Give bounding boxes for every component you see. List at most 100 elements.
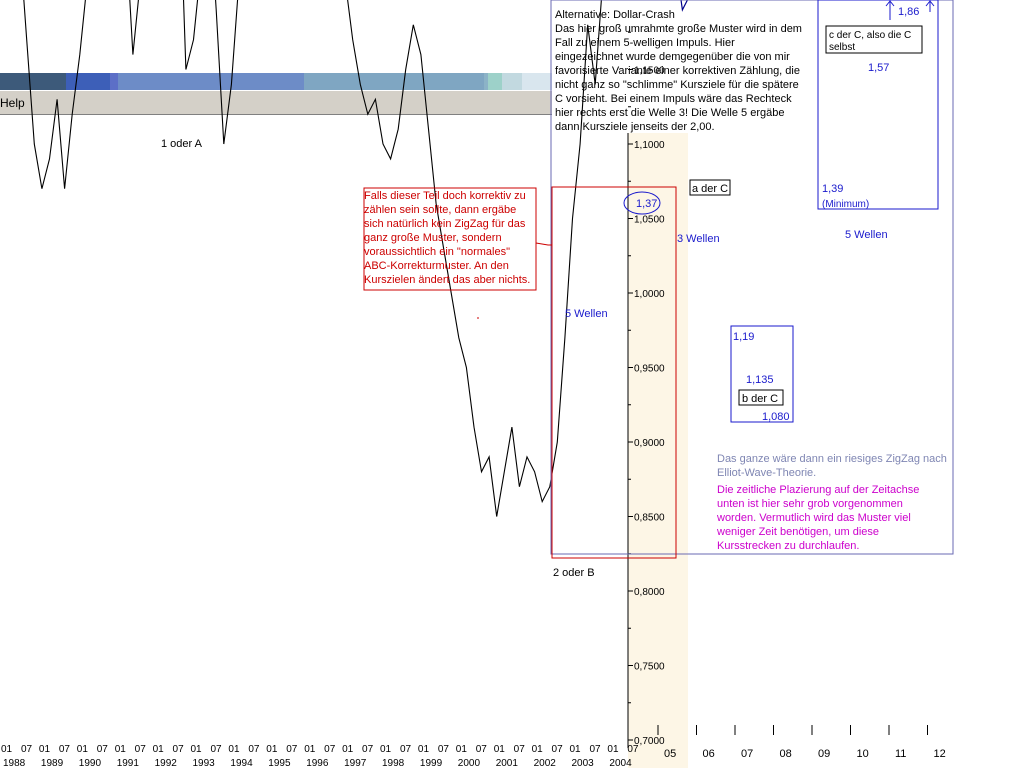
x-axis-year-label: 2004 <box>609 758 632 768</box>
x-axis-month-label: 07 <box>59 744 71 755</box>
x-axis-month-label: 01 <box>115 744 127 755</box>
title-bar-segment <box>0 73 66 90</box>
title-bar-segment <box>110 73 118 90</box>
note-zigzag: Das ganze wäre dann ein riesiges ZigZag … <box>717 453 947 479</box>
x-axis-year-label: 1990 <box>79 758 102 768</box>
x-axis-year-label: 1993 <box>193 758 216 768</box>
y-axis-tick-label: 0,8000 <box>634 587 665 598</box>
x-axis-month-label: 07 <box>210 744 222 755</box>
x-axis-year-label: 2000 <box>458 758 481 768</box>
x-axis-month-label: 01 <box>532 744 544 755</box>
red-wave-box <box>551 186 677 559</box>
x-axis-month-label: 07 <box>135 744 147 755</box>
x-axis-year-label: 1998 <box>382 758 405 768</box>
note-corrective-alternative: Falls dieser Teil doch korrektiv zu zähl… <box>364 190 531 286</box>
y-axis-tick-label: 0,9500 <box>634 364 665 375</box>
note-dollar-crash-body: Das hier groß umrahmte große Muster wird… <box>555 23 802 133</box>
value-186-label: 1,86 <box>898 6 919 18</box>
x-axis-month-label: 01 <box>266 744 278 755</box>
trough-label: 2 oder B <box>553 567 595 579</box>
x-axis-month-label: 07 <box>97 744 109 755</box>
x-axis-month-label: 07 <box>286 744 298 755</box>
up-arrow-head <box>925 0 935 7</box>
x-axis-month-label: 07 <box>173 744 185 755</box>
x-axis-month-label: 01 <box>456 744 468 755</box>
forecast-x-label: 08 <box>780 748 792 760</box>
value-157-label: 1,57 <box>868 62 889 74</box>
x-axis-month-label: 01 <box>77 744 89 755</box>
x-axis-month-label: 07 <box>248 744 260 755</box>
x-axis-month-label: 07 <box>514 744 526 755</box>
forecast-x-label: 11 <box>895 748 906 760</box>
price-line <box>23 0 602 517</box>
note-time-placement: Die zeitliche Plazierung auf der Zeitach… <box>717 484 920 552</box>
value-1080-label: 1,080 <box>762 411 790 423</box>
a-der-c-label: a der C <box>692 183 728 195</box>
x-axis-year-label: 1989 <box>41 758 64 768</box>
c-der-c-box <box>817 0 939 210</box>
value-139-label: 1,39 <box>822 183 843 195</box>
x-axis-month-label: 01 <box>380 744 392 755</box>
x-axis-year-label: 2001 <box>496 758 519 768</box>
x-axis-month-label: 01 <box>153 744 165 755</box>
b-der-c-label: b der C <box>742 393 778 405</box>
menu-help[interactable]: Help <box>0 96 25 110</box>
x-axis-month-label: 07 <box>589 744 601 755</box>
up-arrow-head <box>885 0 895 7</box>
b-der-c-box <box>730 325 794 423</box>
forecast-x-label: 12 <box>934 748 946 760</box>
title-bar-segment <box>484 73 488 90</box>
x-axis-month-label: 01 <box>304 744 316 755</box>
note-dollar-crash: Alternative: Dollar-Crash Das hier groß … <box>555 8 805 134</box>
forecast-x-label: 10 <box>857 748 869 760</box>
y-axis-tick-label: 0,8500 <box>634 513 665 524</box>
x-axis-year-label: 1994 <box>230 758 253 768</box>
c-der-c-label-line-1: c der C, also die C <box>829 30 911 41</box>
x-axis-month-label: 07 <box>362 744 374 755</box>
x-axis-month-label: 01 <box>228 744 240 755</box>
wave-3-label: 3 Wellen <box>677 233 720 245</box>
x-axis-month-label: 07 <box>21 744 33 755</box>
window-title-bar <box>0 73 552 90</box>
x-axis-year-label: 1992 <box>155 758 178 768</box>
forecast-x-label: 07 <box>741 748 753 760</box>
x-axis-month-label: 01 <box>39 744 51 755</box>
y-axis-tick-label: 1,1500 <box>634 66 665 77</box>
y-axis-tick-label: 1,0500 <box>634 215 665 226</box>
big-pattern-frame <box>550 0 954 555</box>
x-axis-month-label: 01 <box>494 744 506 755</box>
x-axis-month-label: 01 <box>342 744 354 755</box>
value-119-label: 1,19 <box>733 331 754 343</box>
b-der-c-label-box <box>738 389 784 406</box>
y-axis-tick-label: 0,7000 <box>634 736 665 747</box>
y-axis-tick-label: 1,0000 <box>634 289 665 300</box>
x-axis-month-label: 01 <box>607 744 619 755</box>
value-137-label: 1,37 <box>636 198 657 210</box>
x-axis-year-label: 2002 <box>534 758 557 768</box>
x-axis-month-label: 07 <box>324 744 336 755</box>
y-axis-tick-label: 1,1000 <box>634 140 665 151</box>
forecast-band <box>628 133 688 768</box>
peak-label: 1 oder A <box>161 138 203 150</box>
c-der-c-label-box <box>825 25 923 54</box>
wave-label-right: 5 Wellen <box>845 229 888 241</box>
x-axis-year-label: 2003 <box>572 758 595 768</box>
x-axis-month-label: 01 <box>570 744 582 755</box>
x-axis-month-label: 07 <box>476 744 488 755</box>
x-axis-year-label: 1991 <box>117 758 140 768</box>
x-axis-year-label: 1999 <box>420 758 443 768</box>
minimum-label: (Minimum) <box>822 199 869 210</box>
x-axis-month-label: 07 <box>400 744 412 755</box>
circle-137 <box>623 191 661 215</box>
title-bar-segment <box>522 73 552 90</box>
wave-label-left: 5 Wellen <box>565 308 608 320</box>
x-axis-year-label: 1997 <box>344 758 367 768</box>
y-axis-tick-label: 1,2000 <box>634 0 665 2</box>
x-axis-month-label: 01 <box>191 744 203 755</box>
forecast-x-label: 06 <box>703 748 715 760</box>
x-axis-year-label: 1988 <box>3 758 26 768</box>
menu-bar: Help <box>0 90 552 115</box>
forecast-x-label: 05 <box>664 748 676 760</box>
title-bar-segment <box>304 73 484 90</box>
